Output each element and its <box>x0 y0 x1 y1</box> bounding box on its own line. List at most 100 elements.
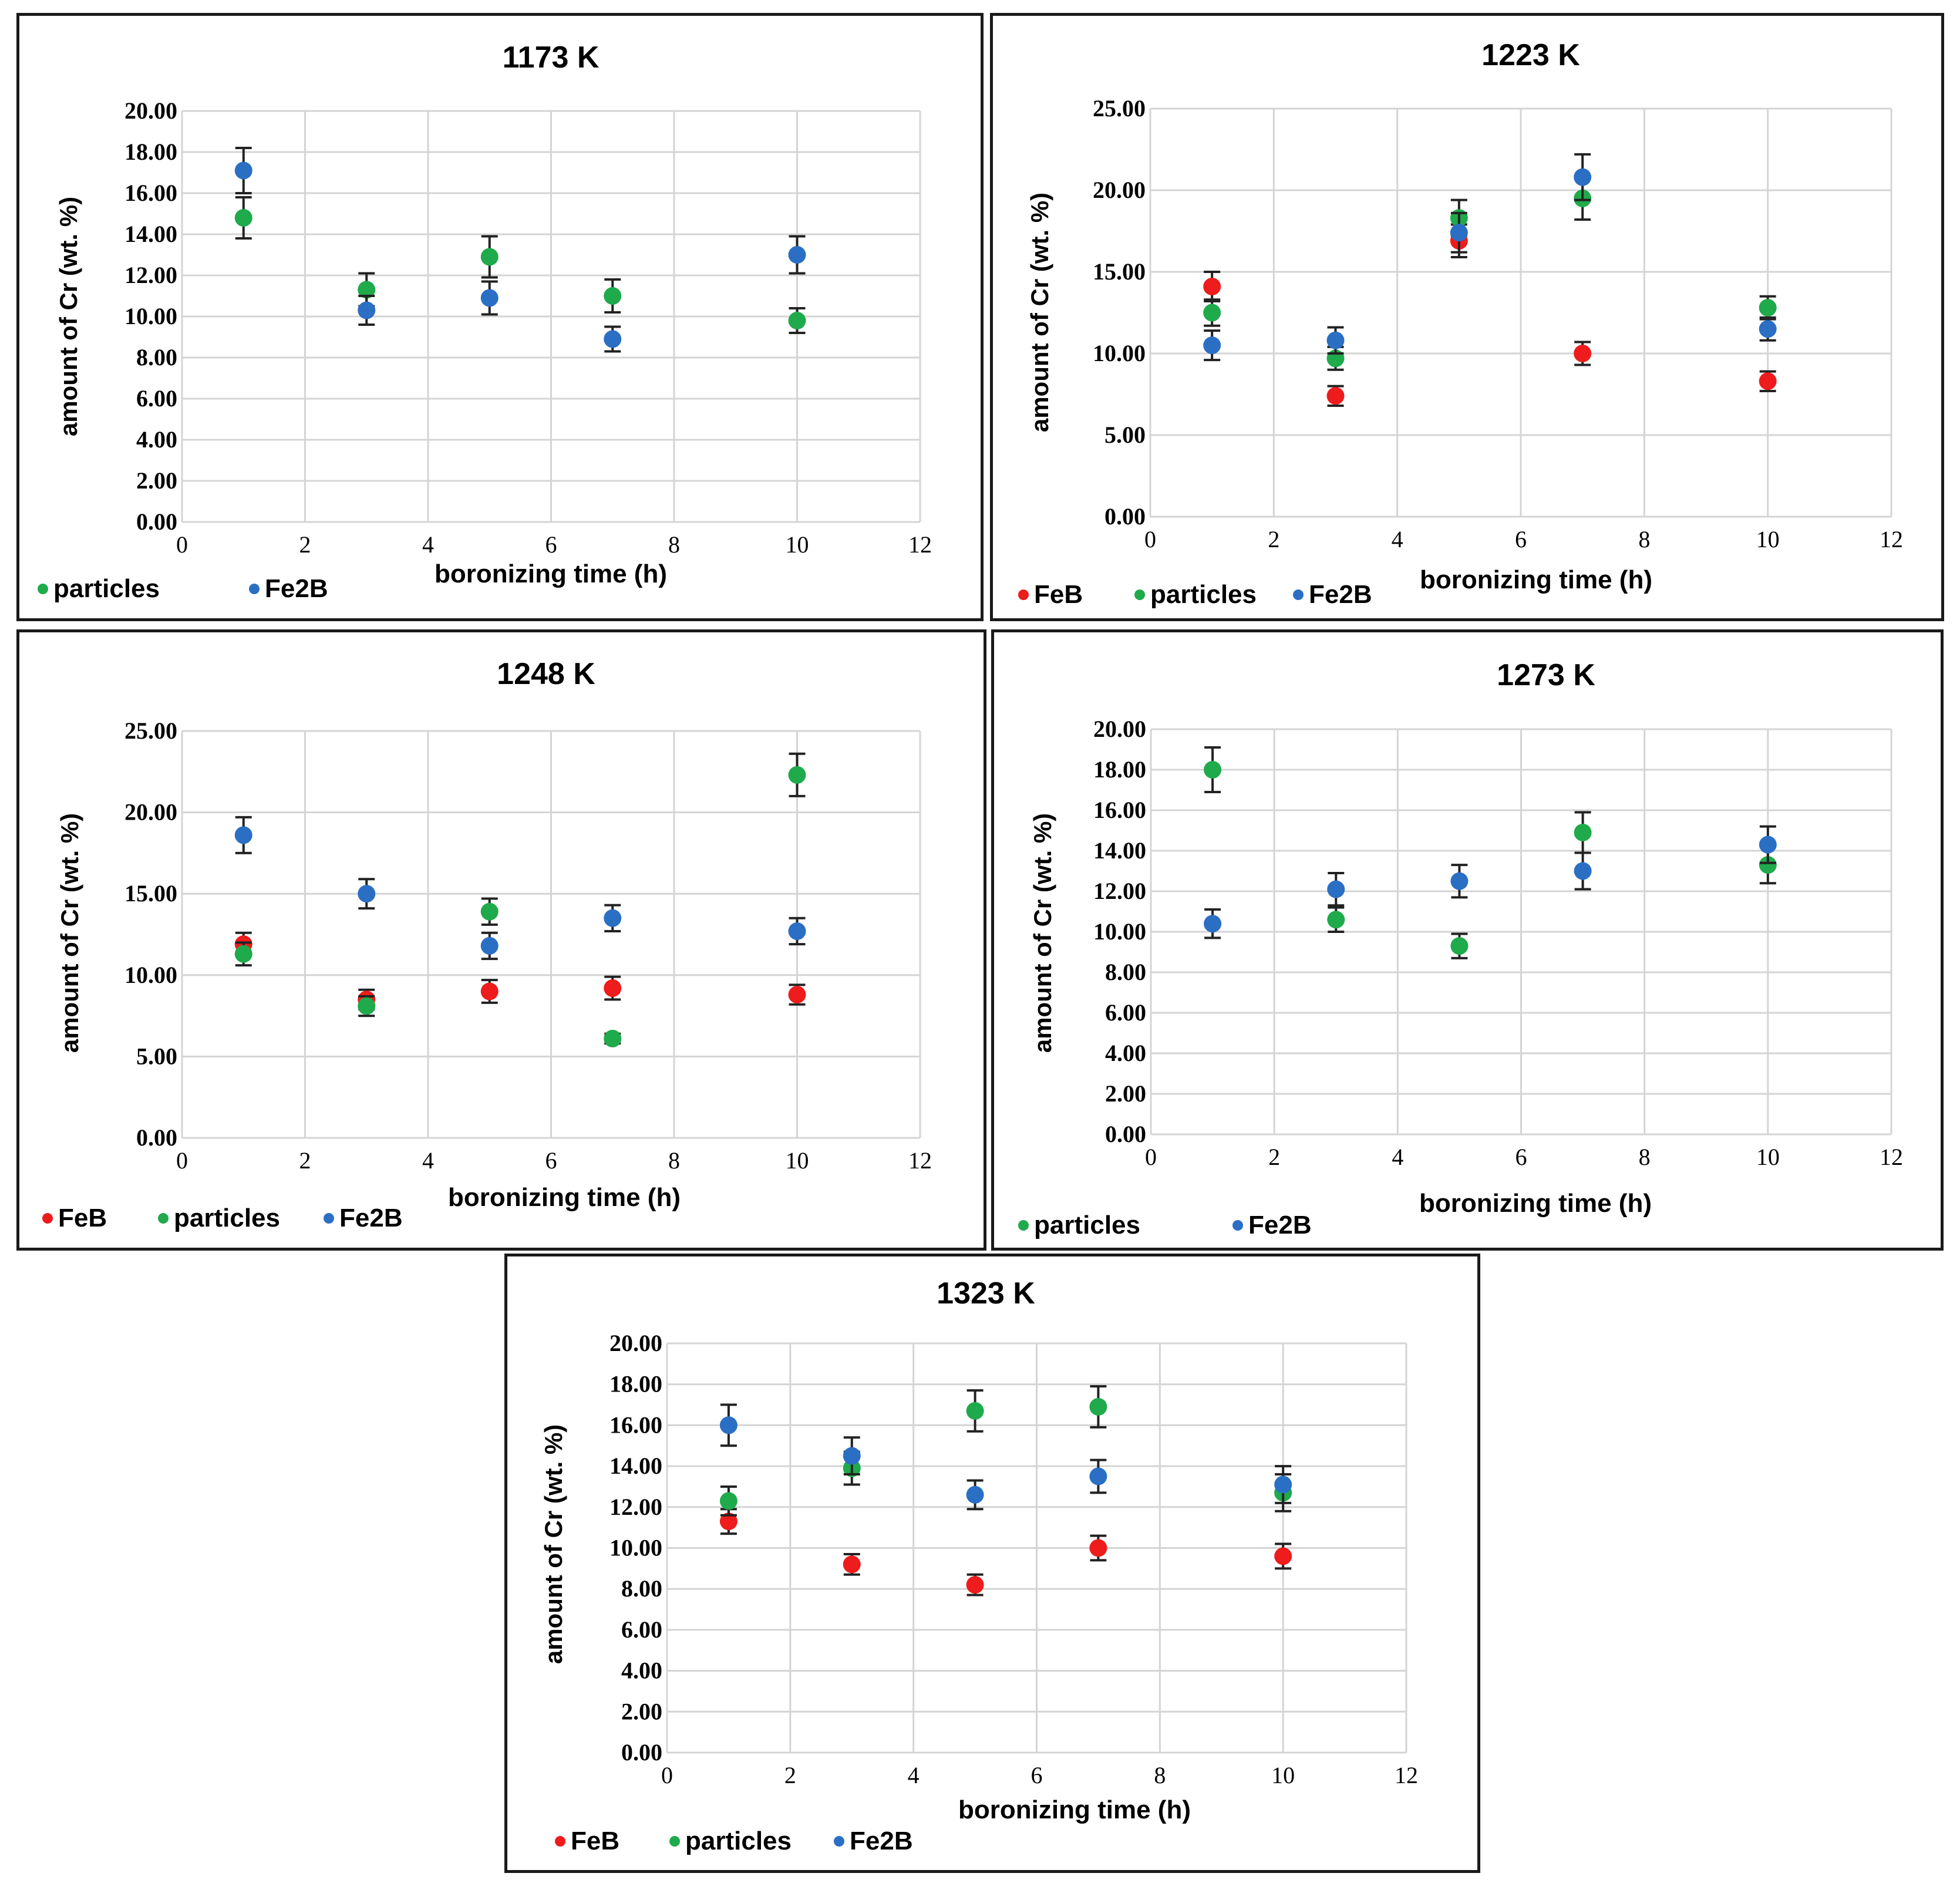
y-tick-label: 0.00 <box>136 1124 177 1151</box>
x-tick-label: 8 <box>668 531 680 558</box>
y-tick-label: 4.00 <box>1105 1040 1146 1066</box>
x-tick-label: 2 <box>299 1147 311 1174</box>
legend-item-fe2b: Fe2B <box>1293 580 1372 609</box>
plot-gridlines <box>181 730 921 1139</box>
plot-gridlines <box>1150 728 1892 1136</box>
chart-title: 1173 K <box>503 41 600 75</box>
x-axis-label: boronizing time (h) <box>1419 1189 1652 1218</box>
y-tick-label: 8.00 <box>136 344 177 370</box>
point-fe2b <box>480 931 499 961</box>
chart-svg-1223k: 0.00 5.00 10.00 15.00 20.00 25.00 0 2 4 6 8 10 12 12… <box>1018 38 1903 609</box>
y-tick-label: 20.00 <box>124 799 177 826</box>
point-particles <box>788 752 806 797</box>
chart-legend: FeB particles Fe2B <box>42 1204 403 1232</box>
chart-legend: particles Fe2B <box>38 574 328 603</box>
data-marks <box>234 147 806 353</box>
point-feb <box>1203 271 1221 303</box>
marker-particles <box>1203 304 1221 322</box>
data-marks <box>1203 153 1777 407</box>
point-feb <box>480 979 499 1004</box>
x-tick-label: 8 <box>1154 1762 1166 1788</box>
marker-fe2b <box>358 885 376 903</box>
chart-legend: FeB particles Fe2B <box>555 1827 913 1855</box>
y-tick-label: 10.00 <box>609 1535 662 1561</box>
chart-svg-1323k: 0.00 2.00 4.00 6.00 8.00 10.00 12.00 14.00 16.00… <box>540 1276 1418 1855</box>
x-tick-label: 0 <box>176 531 188 558</box>
marker-feb <box>719 1512 737 1531</box>
chart-svg-1273k: 0.00 2.00 4.00 6.00 8.00 10.00 12.00 14.00 16.00… <box>1018 658 1903 1239</box>
point-fe2b <box>1089 1458 1107 1494</box>
chart-svg-1248k: 0.00 5.00 10.00 15.00 20.00 25.00 0 2 4 6 8 10 12 12… <box>42 657 932 1232</box>
legend-label: FeB <box>58 1204 107 1232</box>
y-tick-label: 20.00 <box>124 97 177 124</box>
axis-ticks: 0.00 5.00 10.00 15.00 20.00 25.00 0 2 4 6 8 10 12 <box>124 717 932 1174</box>
point-fe2b <box>1326 326 1345 355</box>
chart-title: 1323 K <box>937 1276 1035 1310</box>
y-tick-label: 4.00 <box>136 426 177 453</box>
marker-particles <box>358 997 376 1015</box>
x-tick-label: 4 <box>1392 1144 1403 1170</box>
point-fe2b <box>1759 825 1777 864</box>
marker-feb <box>1274 1547 1292 1565</box>
data-marks <box>234 752 806 1047</box>
legend-marker <box>555 1836 565 1847</box>
x-tick-label: 6 <box>545 531 557 558</box>
data-marks <box>719 1385 1292 1596</box>
point-fe2b <box>1203 329 1221 362</box>
y-axis-label: amount of Cr (wt. %) <box>56 813 83 1053</box>
legend-item-fe2b: Fe2B <box>324 1204 403 1232</box>
x-tick-label: 2 <box>299 531 311 558</box>
chart-title: 1248 K <box>497 657 595 691</box>
x-tick-label: 12 <box>908 531 932 558</box>
y-tick-label: 2.00 <box>1105 1080 1146 1107</box>
marker-particles <box>480 902 499 921</box>
legend-marker <box>834 1836 844 1847</box>
x-tick-label: 6 <box>1515 526 1527 552</box>
chart-title: 1273 K <box>1497 658 1595 692</box>
y-tick-label: 20.00 <box>609 1330 662 1356</box>
y-tick-label: 18.00 <box>124 139 177 165</box>
marker-fe2b <box>1327 880 1345 898</box>
y-tick-label: 6.00 <box>1105 999 1146 1026</box>
marker-fe2b <box>719 1416 737 1434</box>
legend-label: Fe2B <box>1248 1211 1312 1239</box>
y-tick-label: 25.00 <box>124 717 177 744</box>
plot-gridlines <box>666 1342 1407 1754</box>
chart-panel-1323k: 0.00 2.00 4.00 6.00 8.00 10.00 12.00 14.00 16.00… <box>504 1254 1480 1873</box>
y-tick-label: 0.00 <box>1104 503 1146 530</box>
point-particles <box>480 235 499 279</box>
point-fe2b <box>358 878 376 910</box>
y-tick-label: 20.00 <box>1093 177 1146 203</box>
point-particles <box>719 1485 737 1517</box>
x-tick-label: 12 <box>1880 526 1903 552</box>
point-fe2b <box>1450 211 1468 254</box>
y-tick-label: 8.00 <box>621 1575 662 1602</box>
y-tick-label: 12.00 <box>124 262 177 288</box>
y-tick-label: 5.00 <box>136 1043 177 1069</box>
legend-marker <box>1018 1220 1029 1231</box>
chart-panel-1173k: 0.00 2.00 4.00 6.00 8.00 10.00 12.00 14.00 16.00… <box>16 13 984 621</box>
marker-particles <box>1089 1398 1107 1416</box>
chart-svg-1173k: 0.00 2.00 4.00 6.00 8.00 10.00 12.00 14.00 16.00… <box>38 41 932 603</box>
legend-marker <box>1018 589 1029 600</box>
legend-marker <box>38 584 48 594</box>
x-tick-label: 10 <box>786 531 809 558</box>
point-fe2b <box>480 280 499 316</box>
point-fe2b <box>358 295 376 326</box>
marker-particles <box>480 248 499 266</box>
legend-marker <box>1293 589 1304 600</box>
marker-fe2b <box>1326 331 1345 349</box>
legend-label: Fe2B <box>339 1204 403 1232</box>
point-particles <box>966 1389 984 1433</box>
marker-fe2b <box>1759 835 1777 854</box>
point-feb <box>1089 1534 1107 1562</box>
x-tick-label: 2 <box>1268 1144 1280 1170</box>
y-tick-label: 4.00 <box>621 1657 662 1684</box>
point-fe2b <box>1327 871 1345 907</box>
point-particles <box>1759 295 1777 321</box>
legend-item-fe2b: Fe2B <box>834 1827 913 1855</box>
marker-particles <box>604 287 622 305</box>
legend-item-particles: particles <box>38 574 160 603</box>
legend-marker <box>324 1213 334 1224</box>
marker-fe2b <box>480 936 499 955</box>
